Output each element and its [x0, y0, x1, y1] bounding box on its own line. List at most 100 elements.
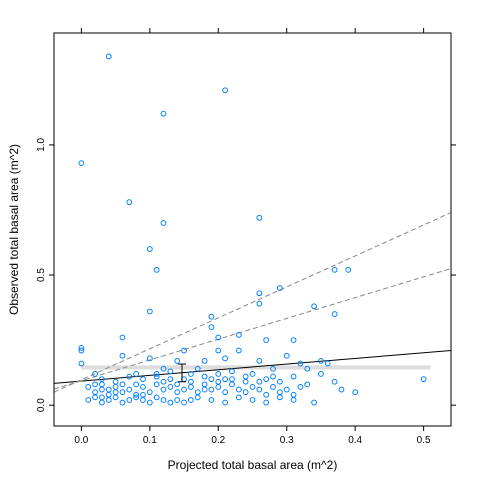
data-point — [208, 324, 215, 330]
data-point — [78, 347, 85, 354]
x-axis-ticks: 0.0 0.1 0.2 0.3 0.4 0.5 — [74, 28, 431, 446]
data-point — [99, 394, 105, 401]
data-point — [181, 399, 187, 406]
data-point — [215, 384, 222, 390]
data-point — [256, 378, 263, 385]
data-point — [105, 386, 112, 393]
data-point — [297, 360, 304, 367]
x-tick-label: 0.4 — [348, 435, 362, 446]
data-point — [153, 266, 160, 273]
data-point — [276, 389, 283, 396]
data-point — [105, 53, 112, 60]
data-point — [160, 397, 167, 403]
data-point — [146, 246, 153, 252]
data-point — [105, 397, 112, 403]
data-point — [194, 365, 201, 372]
data-point — [99, 386, 105, 393]
data-point — [242, 389, 249, 396]
data-point — [283, 386, 290, 393]
data-point — [92, 389, 98, 396]
data-point — [112, 394, 119, 401]
data-point — [242, 373, 249, 380]
data-point — [174, 381, 181, 388]
data-point — [133, 394, 140, 401]
data-point — [146, 399, 153, 406]
data-point — [242, 378, 249, 385]
data-point — [187, 397, 194, 403]
data-point — [229, 376, 235, 383]
data-point — [256, 214, 263, 221]
data-point — [290, 337, 297, 344]
data-point — [352, 389, 359, 396]
data-point — [229, 381, 235, 388]
data-point — [256, 386, 263, 393]
data-point — [208, 397, 215, 403]
data-point — [112, 384, 119, 390]
data-point — [201, 373, 208, 380]
data-point — [304, 381, 311, 388]
data-point — [181, 347, 187, 354]
data-point — [85, 384, 92, 390]
reference-band — [81, 365, 431, 370]
data-point — [276, 285, 283, 291]
data-point — [146, 355, 153, 362]
data-point — [92, 394, 98, 401]
x-tick-label: 0.5 — [417, 435, 431, 446]
data-point — [133, 371, 140, 377]
data-point — [318, 358, 324, 364]
data-point — [215, 371, 222, 377]
data-point — [181, 386, 187, 393]
x-tick-label: 0.2 — [211, 435, 225, 446]
data-point — [208, 313, 215, 320]
data-point — [318, 371, 324, 377]
data-point — [119, 399, 126, 406]
data-point — [187, 378, 194, 385]
data-point — [105, 391, 112, 398]
data-point — [311, 303, 318, 310]
data-point — [215, 378, 222, 385]
data-point — [324, 360, 331, 367]
data-point — [249, 397, 256, 403]
data-point — [222, 399, 229, 406]
data-point — [331, 378, 338, 385]
data-point — [201, 386, 208, 393]
data-point — [167, 384, 174, 390]
data-point — [119, 352, 126, 359]
data-point — [338, 386, 345, 393]
data-point — [126, 397, 133, 403]
error-bar — [177, 363, 186, 383]
data-point — [99, 381, 105, 388]
data-point — [270, 384, 276, 390]
data-point — [276, 378, 283, 385]
y-tick-label: 0.0 — [36, 398, 47, 412]
plot-frame — [53, 32, 452, 427]
data-point — [174, 397, 181, 403]
data-point — [85, 397, 92, 403]
data-point — [92, 371, 98, 377]
data-point — [249, 371, 256, 377]
data-point — [153, 373, 160, 380]
data-point — [256, 290, 263, 297]
data-point — [270, 365, 276, 372]
data-point — [133, 381, 140, 388]
data-point — [297, 384, 304, 390]
data-point — [194, 394, 201, 401]
data-point — [263, 399, 270, 406]
data-point — [78, 160, 85, 167]
data-point — [235, 394, 242, 401]
data-point — [160, 365, 167, 372]
data-point — [126, 199, 133, 206]
data-point — [256, 358, 263, 364]
fit-line-dashed-2 — [54, 268, 451, 390]
data-point — [119, 334, 126, 341]
data-point — [167, 399, 174, 406]
data-point — [153, 371, 160, 377]
data-point — [187, 384, 194, 390]
x-tick-label: 0.0 — [74, 435, 88, 446]
x-tick-label: 0.1 — [143, 435, 157, 446]
y-tick-label: 0.5 — [36, 268, 47, 282]
data-point — [160, 378, 167, 385]
fit-line-dashed-1 — [54, 212, 451, 393]
data-point — [263, 376, 270, 383]
data-point — [160, 386, 167, 393]
